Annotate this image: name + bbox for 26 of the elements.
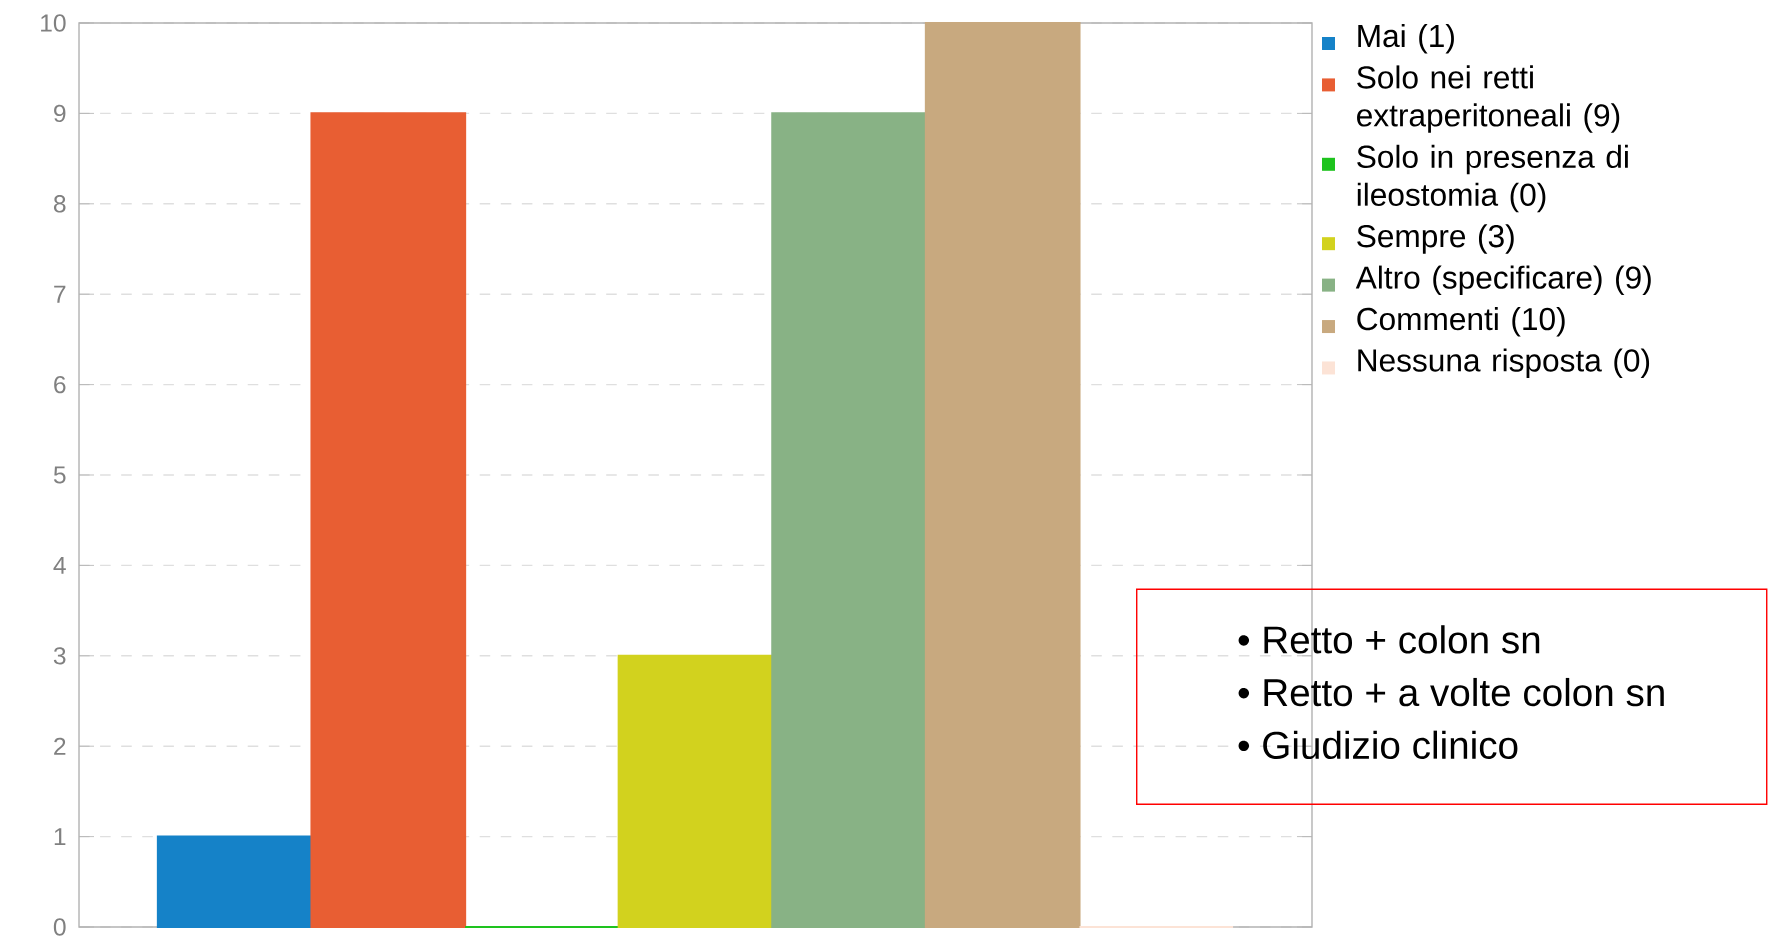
legend-label: Commenti (10) <box>1357 307 1565 337</box>
legend-label: Solo in presenza di ileostomia (0) <box>1357 144 1628 213</box>
y-tick-label: 5 <box>53 466 66 484</box>
bar <box>771 112 927 929</box>
y-tick-label: 4 <box>53 556 66 574</box>
legend-label: Altro (specificare) (9) <box>1355 265 1651 296</box>
y-tick-label: 9 <box>54 104 66 123</box>
bar <box>310 112 467 929</box>
y-tick-label: 3 <box>53 647 66 665</box>
legend-label: Mai (1) <box>1358 23 1454 54</box>
legend-label: Nessuna risposta (0) <box>1358 348 1650 378</box>
annotation: • Retto + colon sn <box>1238 625 1540 654</box>
y-tick-label: 10 <box>41 14 66 32</box>
bar <box>617 654 774 929</box>
y-tick-label: 8 <box>53 195 66 213</box>
y-tick-label: 2 <box>54 737 66 755</box>
bar <box>924 21 1081 929</box>
legend-label: Sempre (3) <box>1357 224 1514 254</box>
y-tick-label: 1 <box>54 828 66 846</box>
y-tick-label: 6 <box>54 375 66 394</box>
annotation: • Giudizio clinico <box>1238 730 1518 760</box>
y-tick-label: 0 <box>53 918 66 936</box>
annotation: • Retto + a volte colon sn <box>1238 677 1664 707</box>
legend-label: Solo nei retti extraperitoneali (9) <box>1357 65 1620 133</box>
bar <box>156 835 313 929</box>
y-tick-label: 7 <box>54 285 66 303</box>
